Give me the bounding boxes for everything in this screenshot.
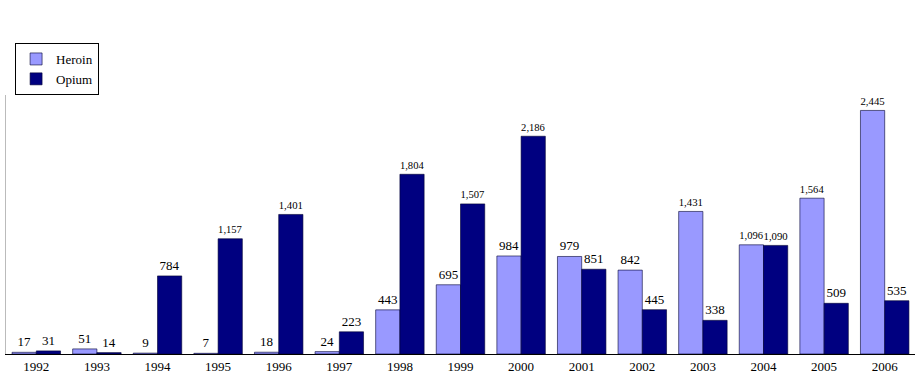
svg-text:24: 24 (320, 334, 334, 349)
svg-text:984: 984 (499, 238, 519, 253)
svg-text:2002: 2002 (629, 359, 655, 374)
svg-text:1,157: 1,157 (218, 224, 242, 235)
svg-text:2,186: 2,186 (521, 122, 545, 133)
svg-text:31: 31 (42, 333, 55, 348)
svg-text:1999: 1999 (448, 359, 474, 374)
svg-text:979: 979 (560, 238, 580, 253)
svg-text:14: 14 (102, 335, 116, 350)
svg-text:7: 7 (202, 335, 209, 350)
svg-text:851: 851 (584, 251, 604, 266)
svg-text:9: 9 (142, 335, 149, 350)
svg-text:51: 51 (78, 331, 91, 346)
svg-text:784: 784 (160, 258, 180, 273)
svg-text:1,804: 1,804 (400, 160, 425, 171)
svg-text:2003: 2003 (690, 359, 716, 374)
svg-text:1992: 1992 (23, 359, 49, 374)
svg-text:1,096: 1,096 (739, 230, 763, 241)
svg-text:18: 18 (260, 334, 273, 349)
svg-text:1,507: 1,507 (461, 189, 485, 200)
svg-text:535: 535 (887, 283, 907, 298)
svg-text:2000: 2000 (508, 359, 534, 374)
svg-text:2004: 2004 (751, 359, 778, 374)
svg-text:2001: 2001 (569, 359, 595, 374)
svg-text:1,401: 1,401 (279, 199, 303, 211)
svg-text:1,090: 1,090 (764, 230, 788, 242)
svg-text:1998: 1998 (387, 359, 413, 374)
svg-text:223: 223 (342, 314, 362, 329)
svg-text:338: 338 (705, 302, 725, 317)
svg-text:2,445: 2,445 (860, 95, 884, 107)
svg-text:1996: 1996 (266, 359, 293, 374)
svg-text:2005: 2005 (811, 359, 837, 374)
svg-text:695: 695 (439, 267, 459, 282)
svg-text:509: 509 (826, 285, 846, 300)
svg-text:1,431: 1,431 (679, 196, 703, 208)
svg-text:2006: 2006 (872, 359, 899, 374)
svg-text:1997: 1997 (326, 359, 353, 374)
svg-text:1993: 1993 (84, 359, 110, 374)
svg-text:1,564: 1,564 (800, 184, 825, 195)
svg-text:1995: 1995 (205, 359, 231, 374)
svg-text:1994: 1994 (145, 359, 172, 374)
svg-text:443: 443 (378, 292, 398, 307)
svg-text:Heroin: Heroin (56, 52, 93, 67)
svg-text:445: 445 (645, 292, 665, 307)
svg-text:Opium: Opium (56, 72, 92, 87)
svg-text:17: 17 (17, 334, 31, 349)
svg-text:842: 842 (620, 252, 640, 267)
